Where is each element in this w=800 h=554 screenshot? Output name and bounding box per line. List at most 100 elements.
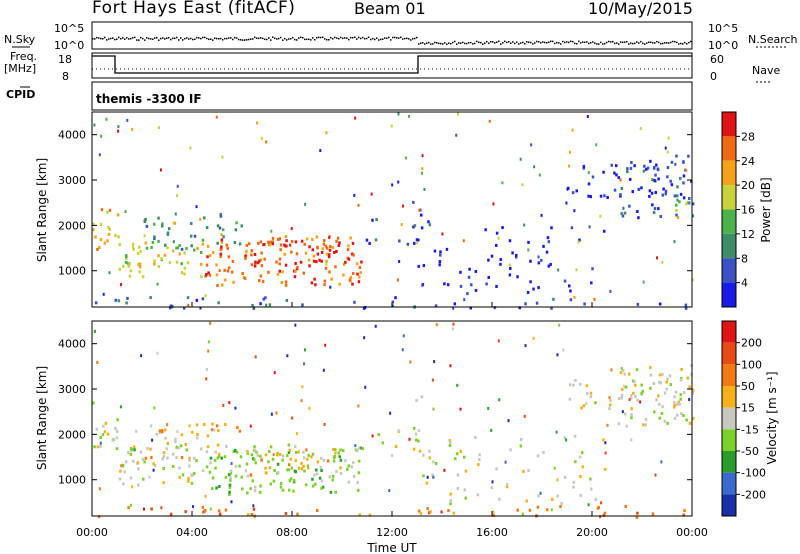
nsky-point (304, 38, 306, 41)
data-cell (478, 453, 481, 457)
data-cell (278, 453, 282, 457)
data-cell (205, 368, 208, 372)
x-tick-label: 12:00 (376, 526, 408, 539)
nsky-point (428, 41, 430, 44)
data-cell (244, 469, 248, 473)
nsky-point (674, 40, 676, 43)
data-cell (619, 178, 622, 182)
data-cell (174, 212, 177, 216)
data-cell (573, 295, 576, 299)
data-cell (308, 245, 311, 249)
data-cell (143, 460, 146, 464)
data-cell (295, 252, 299, 256)
nsky-point (662, 42, 664, 45)
data-cell (398, 259, 401, 263)
data-cell (669, 179, 672, 183)
data-cell (93, 445, 96, 449)
data-cell (421, 167, 424, 171)
data-cell (320, 456, 323, 460)
data-cell (415, 238, 419, 242)
data-cell (511, 251, 514, 255)
data-cell (216, 241, 219, 245)
data-cell (303, 242, 306, 246)
freq-line (92, 55, 692, 74)
nsky-point (308, 38, 310, 40)
data-cell (414, 438, 418, 442)
data-cell (333, 447, 337, 451)
nsky-point (552, 40, 554, 43)
data-cell (420, 395, 424, 399)
nsky-point (182, 39, 184, 41)
data-cell (522, 469, 525, 473)
nsky-point (160, 37, 162, 40)
data-cell (103, 241, 107, 245)
data-cell (653, 207, 657, 211)
data-cell (619, 371, 623, 375)
data-cell (443, 282, 446, 286)
nsky-point (446, 43, 448, 45)
data-cell (328, 236, 331, 240)
data-cell (278, 269, 282, 273)
data-cell (191, 430, 194, 434)
nsky-point (120, 37, 122, 40)
data-cell (339, 458, 343, 462)
data-cell (192, 505, 195, 509)
nsky-tick-bottom: 10^0 (54, 39, 84, 52)
data-cell (357, 471, 361, 475)
data-cell (432, 460, 435, 464)
data-cell (310, 455, 313, 459)
freq-label: Freq. (10, 50, 38, 63)
data-cell (153, 237, 156, 241)
data-cell (205, 450, 209, 454)
data-cell (630, 407, 633, 411)
nsky-point (550, 40, 552, 43)
data-cell (341, 449, 345, 453)
data-cell (572, 485, 575, 489)
data-cell (160, 257, 163, 261)
data-cell (219, 252, 223, 256)
data-cell (284, 235, 288, 239)
data-cell (253, 458, 256, 462)
data-cell (269, 445, 273, 449)
data-cell (613, 171, 616, 175)
data-cell (412, 241, 416, 245)
data-cell (257, 241, 260, 245)
data-cell (326, 459, 330, 463)
nsky-point (134, 36, 136, 39)
data-cell (202, 510, 205, 514)
data-cell (623, 211, 627, 215)
data-cell (129, 503, 132, 507)
nsky-point (486, 40, 488, 43)
data-cell (259, 484, 262, 488)
data-cell (421, 154, 424, 158)
velocity-ylabel: Slant Range [km] (35, 366, 49, 470)
data-cell (609, 403, 612, 407)
data-cell (167, 227, 171, 231)
data-cell (338, 241, 341, 245)
data-cell (138, 245, 141, 249)
data-cell (158, 429, 162, 433)
nsky-point (146, 37, 148, 39)
data-cell (426, 507, 429, 511)
colorbar-tick: 50 (741, 380, 755, 393)
data-cell (575, 268, 578, 272)
data-cell (325, 262, 328, 266)
data-cell (329, 490, 333, 494)
data-cell (409, 360, 412, 364)
data-cell (666, 150, 669, 154)
data-cell (356, 272, 359, 276)
nsky-point (536, 40, 538, 43)
data-cell (676, 402, 679, 406)
nsky-point (226, 37, 228, 40)
nsky-point (500, 43, 502, 45)
data-cell (270, 412, 273, 416)
data-cell (566, 187, 569, 191)
data-cell (579, 475, 582, 479)
data-cell (228, 483, 232, 487)
data-cell (206, 244, 210, 248)
data-cell (270, 229, 273, 233)
nsky-point (218, 37, 220, 40)
data-cell (639, 400, 642, 404)
nsky-point (636, 41, 638, 43)
data-cell (316, 460, 320, 464)
